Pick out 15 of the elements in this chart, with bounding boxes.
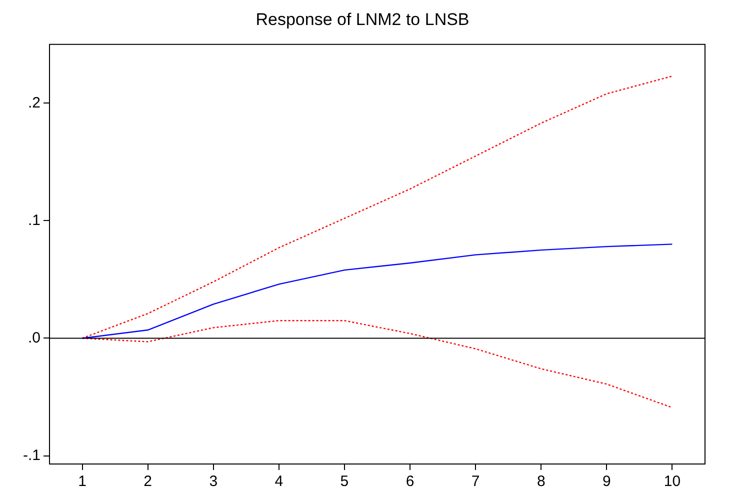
y-tick-label: .2 bbox=[28, 94, 41, 112]
x-tick-label: 1 bbox=[78, 473, 86, 490]
x-tick-label: 8 bbox=[536, 473, 546, 490]
y-tick-label: -.1 bbox=[22, 446, 41, 464]
x-tick-label: 10 bbox=[664, 473, 681, 490]
x-tick-label: 6 bbox=[406, 473, 414, 490]
x-tick-label: 3 bbox=[209, 473, 218, 490]
x-tick-label: 7 bbox=[471, 473, 480, 490]
y-tick-label: .1 bbox=[28, 212, 41, 229]
chart-title: Response of LNM2 to LNSB bbox=[256, 10, 470, 29]
x-tick-label: 5 bbox=[340, 473, 349, 490]
x-tick-label: 2 bbox=[144, 473, 152, 490]
x-tick-label: 9 bbox=[602, 473, 611, 490]
y-tick-label: .0 bbox=[28, 329, 41, 346]
x-tick-label: 4 bbox=[274, 473, 284, 490]
